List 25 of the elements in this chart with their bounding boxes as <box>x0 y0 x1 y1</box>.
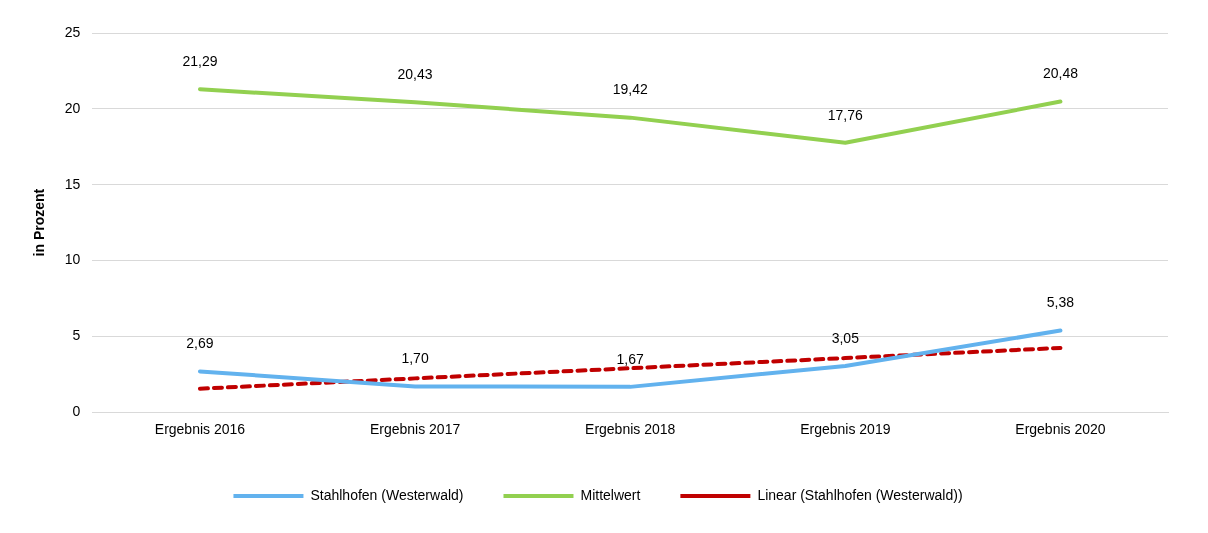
data-label: 2,69 <box>186 335 214 352</box>
y-tick-label: 0 <box>72 403 81 420</box>
legend-label: Mittelwert <box>580 486 641 503</box>
y-axis-title: in Prozent <box>31 188 48 257</box>
legend-label: Stahlhofen (Westerwald) <box>310 486 464 503</box>
legend-label: Linear (Stahlhofen (Westerwald)) <box>757 486 963 503</box>
data-label: 3,05 <box>831 329 860 346</box>
y-tick-label: 5 <box>72 327 81 344</box>
data-label: 1,67 <box>616 350 645 367</box>
data-label: 17,76 <box>827 106 864 123</box>
y-tick-label: 10 <box>64 251 81 268</box>
y-tick-label: 15 <box>64 175 81 192</box>
y-tick-label: 20 <box>64 99 81 116</box>
y-tick-label: 25 <box>64 23 81 40</box>
data-label: 5,38 <box>1046 294 1075 311</box>
x-tick-label: Ergebnis 2016 <box>154 421 246 438</box>
x-tick-label: Ergebnis 2018 <box>585 421 676 438</box>
data-label: 19,42 <box>612 81 648 98</box>
data-label: 20,43 <box>397 66 433 83</box>
x-tick-label: Ergebnis 2017 <box>369 421 461 438</box>
data-label: 1,70 <box>401 350 429 367</box>
data-label: 20,48 <box>1042 65 1079 82</box>
data-label: 21,29 <box>182 53 218 70</box>
x-tick-label: Ergebnis 2020 <box>1015 421 1106 438</box>
x-tick-label: Ergebnis 2019 <box>800 421 891 438</box>
